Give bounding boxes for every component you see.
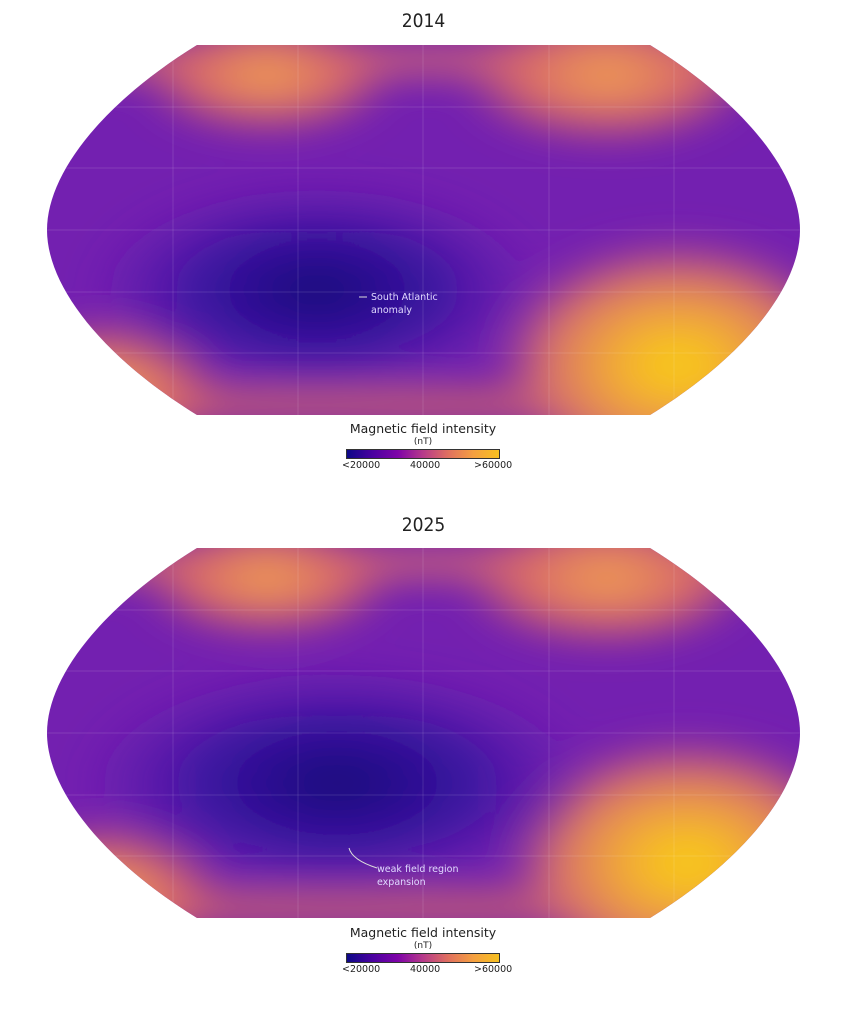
map-2025: weak field region expansion [47, 548, 800, 918]
tick-mid: 40000 [410, 964, 441, 975]
tick-mid: 40000 [410, 460, 441, 471]
legend-unit: (nT) [413, 941, 433, 951]
legend-2014: Magnetic field intensity (nT) <20000 4000… [323, 421, 523, 472]
tick-min: <20000 [342, 460, 381, 471]
annotation-line-1: weak field region [377, 864, 459, 875]
annotation-line-2: expansion [377, 877, 426, 888]
legend-2025: Magnetic field intensity (nT) <20000 4000… [323, 925, 523, 976]
colorbar [346, 449, 500, 459]
map-title-2025: 2025 [401, 514, 446, 536]
annotation-line-1: South Atlantic [371, 292, 438, 303]
tick-min: <20000 [342, 964, 381, 975]
annotation-line-2: anomaly [371, 305, 412, 316]
tick-max: >60000 [474, 460, 513, 471]
colorbar [346, 953, 500, 963]
legend-unit: (nT) [413, 437, 433, 447]
map-title-2014: 2014 [401, 10, 446, 32]
legend-title: Magnetic field intensity [349, 421, 497, 436]
tick-max: >60000 [474, 964, 513, 975]
map-2014: South Atlantic anomaly [47, 45, 800, 415]
arrow-icon [348, 847, 378, 869]
legend-title: Magnetic field intensity [349, 925, 497, 940]
